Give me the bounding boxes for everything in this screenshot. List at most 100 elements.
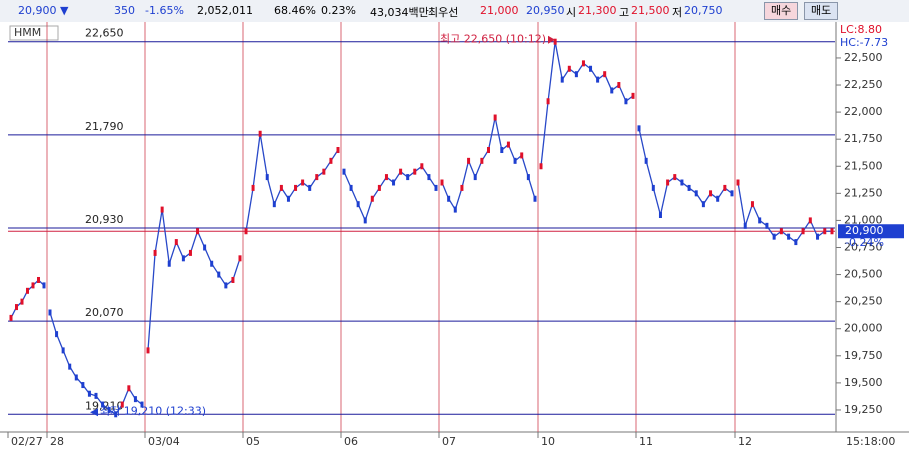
title-box <box>9 25 59 41</box>
candle <box>356 201 360 208</box>
candle <box>413 168 417 175</box>
x-tick-label: 05 <box>246 435 260 448</box>
x-tick-label: 10 <box>541 435 555 448</box>
volume: 2,052,011 <box>197 4 253 17</box>
candle <box>81 382 85 389</box>
candle <box>42 282 46 289</box>
candle <box>26 287 29 294</box>
candle <box>258 130 262 137</box>
candle <box>181 255 185 262</box>
bid: 20,950 <box>526 4 565 17</box>
candle <box>808 217 812 224</box>
candle <box>460 184 464 191</box>
y-tick-label: 19,250 <box>844 403 883 416</box>
candle <box>101 401 105 408</box>
candle <box>581 60 585 67</box>
candle <box>701 201 705 208</box>
candle <box>631 92 635 99</box>
candle <box>160 206 164 213</box>
candle <box>251 184 255 191</box>
candle <box>480 157 484 164</box>
candle <box>322 168 326 175</box>
open: 21,300 <box>578 4 617 17</box>
candle <box>680 179 684 186</box>
chart-title: HMM <box>14 26 41 39</box>
candle <box>736 179 740 186</box>
hc: HC:-7.73 <box>840 36 888 49</box>
candle <box>308 184 312 191</box>
candle <box>167 260 171 267</box>
candle <box>440 179 444 186</box>
candle <box>329 157 333 164</box>
high-arrow <box>548 35 555 44</box>
chart-bg <box>0 22 909 452</box>
candle <box>349 184 353 191</box>
candle <box>816 233 820 240</box>
chart: HMM LC:8.80 HC:-7.73 15:18:00 19,250 19,5… <box>0 22 909 452</box>
y-tick-label: 19,500 <box>844 376 883 389</box>
candle <box>493 114 497 121</box>
level-label: 22,650 <box>85 27 124 40</box>
candle <box>673 174 677 181</box>
candle <box>589 65 593 72</box>
candle <box>779 228 783 235</box>
candle <box>603 71 607 78</box>
candle <box>794 239 798 246</box>
candle <box>94 392 98 399</box>
candle <box>15 304 18 311</box>
price: 20,900 ▼ <box>18 4 69 17</box>
candle <box>74 374 78 381</box>
candle <box>772 233 776 240</box>
candle <box>637 125 641 132</box>
candle <box>87 390 91 397</box>
low-label: 저 <box>672 6 683 19</box>
candle <box>434 184 438 191</box>
y-tick-label: 20,500 <box>844 268 883 281</box>
level-label: 20,930 <box>85 213 124 226</box>
sell-button[interactable]: 매도 <box>804 2 839 20</box>
x-tick-label: 03/04 <box>148 435 180 448</box>
candle <box>617 82 621 89</box>
candle <box>399 168 403 175</box>
candle <box>217 271 221 278</box>
x-tick-label: 12 <box>738 435 752 448</box>
y-tick-label: 22,500 <box>844 51 883 64</box>
y-tick-label: 20,000 <box>844 322 883 335</box>
candle <box>140 401 144 408</box>
candle <box>196 228 200 235</box>
candle <box>447 195 451 202</box>
candle <box>48 309 52 316</box>
candle <box>651 184 655 191</box>
buy-button[interactable]: 매수 <box>764 2 799 20</box>
candle <box>567 65 571 72</box>
change-rate: -1.65% <box>145 4 184 17</box>
candle <box>238 255 242 262</box>
candle <box>473 174 477 181</box>
candle <box>694 190 698 197</box>
candle <box>370 195 374 202</box>
candle <box>644 157 648 164</box>
y-tick-label: 20,750 <box>844 240 883 253</box>
y-tick-label: 21,250 <box>844 186 883 199</box>
candle <box>730 190 734 197</box>
candle <box>342 168 346 175</box>
candle <box>765 222 769 229</box>
candle <box>830 228 834 235</box>
candle <box>174 239 178 246</box>
candle <box>823 228 827 235</box>
candle <box>610 87 614 94</box>
candle <box>687 184 691 191</box>
current-box <box>838 224 904 239</box>
candle <box>231 276 235 283</box>
current-change: -0.24% <box>845 236 884 249</box>
y-tick-label: 20,250 <box>844 295 883 308</box>
candle <box>203 244 207 251</box>
candle <box>392 179 396 186</box>
candle <box>666 179 670 186</box>
candle <box>427 174 431 181</box>
y-tick-label: 21,750 <box>844 132 883 145</box>
candle <box>384 174 388 181</box>
candle <box>560 76 564 83</box>
x-tick-label: 11 <box>639 435 653 448</box>
